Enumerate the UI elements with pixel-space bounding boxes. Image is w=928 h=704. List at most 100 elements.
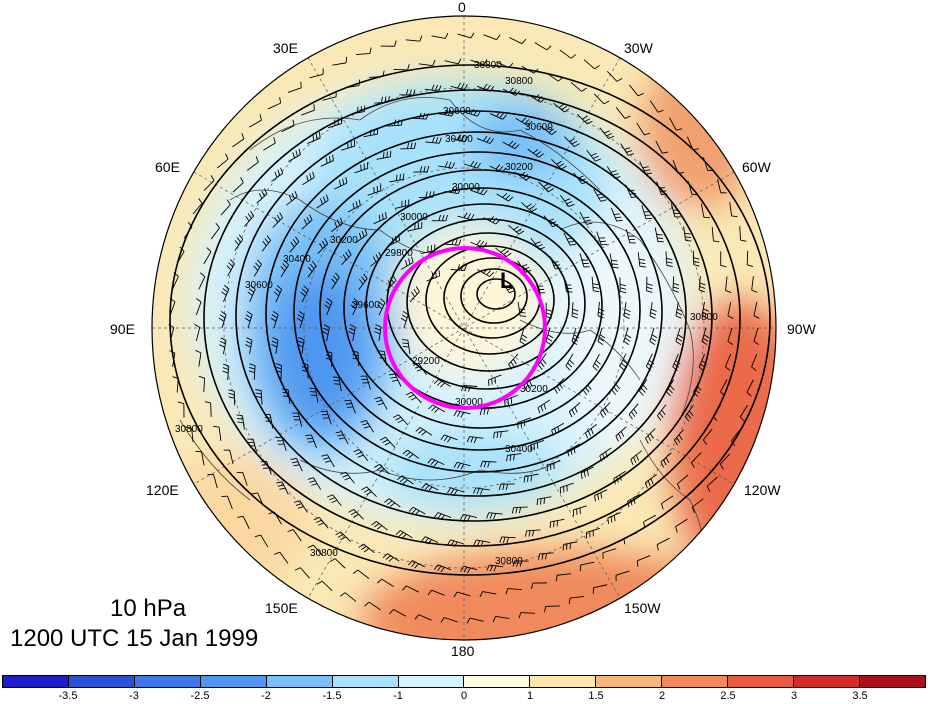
wind-barb-feather (541, 499, 542, 505)
wind-barb-feather (544, 498, 545, 504)
colorbar-tick: 0 (461, 690, 467, 702)
lon-label-150e: 150E (265, 600, 298, 616)
contour-label: 30800 (690, 312, 718, 323)
wind-barb-feather (612, 264, 618, 265)
wind-barb-feather (613, 267, 619, 268)
colorbar-swatch (399, 676, 465, 687)
colorbar-swatch (662, 676, 728, 687)
contour-label: 30800 (310, 548, 338, 559)
colorbar-swatch (69, 676, 135, 687)
lon-label-0: 0 (458, 0, 466, 15)
contour-label: 30600 (245, 280, 273, 291)
wind-barb-feather (263, 468, 269, 469)
lon-label-60e: 60E (155, 159, 180, 175)
colorbar-swatch (530, 676, 596, 687)
contour-label: 30000 (452, 182, 480, 193)
lon-label-180: 180 (451, 643, 474, 659)
wind-barb-feather (396, 175, 397, 181)
wind-barb-feather (314, 104, 315, 110)
contour-label: 29600 (352, 300, 380, 311)
lon-label-60w: 60W (742, 159, 771, 175)
wind-barb-feather (611, 260, 617, 261)
lon-label-30e: 30E (273, 40, 298, 56)
lon-label-120w: 120W (744, 482, 781, 498)
wind-barb-feather (359, 80, 360, 86)
contour-label: 30200 (520, 384, 548, 395)
wind-barb-feather (528, 476, 529, 482)
colorbar-tick: -1 (393, 690, 403, 702)
colorbar-swatch (794, 676, 860, 687)
contour-label: 30600 (443, 106, 471, 117)
contour-label: 30200 (505, 162, 533, 173)
colorbar-tick: -3.5 (59, 690, 78, 702)
lon-label-90w: 90W (787, 321, 816, 337)
wind-barb-feather (334, 384, 340, 385)
wind-barb-feather (345, 400, 351, 401)
lon-label-90e: 90E (110, 321, 135, 337)
colorbar-swatch (596, 676, 662, 687)
colorbar-tick: 3 (791, 690, 797, 702)
wind-barb-feather (403, 174, 404, 180)
contour-label: 30000 (400, 212, 428, 223)
colorbar (2, 675, 926, 688)
colorbar-swatch (728, 676, 794, 687)
contour-label: 29800 (385, 248, 413, 259)
colorbar-swatch (3, 676, 69, 687)
timestamp-caption: 1200 UTC 15 Jan 1999 (10, 625, 258, 653)
colorbar-swatch (333, 676, 399, 687)
colorbar-tick: 3.5 (852, 690, 867, 702)
contour-label: 30600 (525, 122, 553, 133)
colorbar-swatch (135, 676, 201, 687)
lon-label-150w: 150W (624, 600, 661, 616)
wind-barb-feather (565, 285, 571, 286)
contour-label: 30400 (445, 134, 473, 145)
wind-barb-feather (261, 461, 267, 462)
wind-barb-feather (524, 477, 525, 483)
low-pressure-marker: L (500, 268, 513, 293)
wind-barb-feather (311, 395, 317, 396)
wind-barb-feather (659, 188, 665, 189)
wind-barb-feather (334, 380, 340, 381)
wind-barb-feather (566, 292, 572, 293)
lon-label-120e: 120E (146, 482, 179, 498)
wind-barb-feather (537, 499, 538, 505)
contour-label: 29200 (412, 356, 440, 367)
contour-label: 30800 (175, 424, 203, 435)
colorbar-tick: 1 (527, 690, 533, 702)
wind-barb-feather (221, 496, 227, 497)
lon-label-30w: 30W (624, 40, 653, 56)
wind-barb-feather (383, 152, 384, 158)
wind-barb-feather (310, 392, 316, 393)
contour-label: 30200 (330, 235, 358, 246)
colorbar-tick: -2 (261, 690, 271, 702)
wind-barb-feather (387, 151, 388, 157)
wind-barb (211, 403, 212, 417)
contour-label: 30400 (505, 444, 533, 455)
wind-barb-feather (566, 288, 572, 289)
colorbar-swatch (464, 676, 530, 687)
wind-barb-feather (347, 407, 353, 408)
contour-label: 30400 (283, 254, 311, 265)
wind-barb-feather (390, 151, 391, 157)
wind-barb-feather (346, 404, 352, 405)
wind-barb-feather (660, 191, 666, 192)
colorbar-swatch (267, 676, 333, 687)
wind-barb-feather (346, 57, 347, 63)
wind-barb-feather (661, 194, 667, 195)
colorbar-tick: 2.5 (720, 690, 735, 702)
colorbar-tick: 1.5 (588, 690, 603, 702)
wind-barb-feather (531, 475, 532, 481)
colorbar-tick: 2 (659, 690, 665, 702)
colorbar-swatch (860, 676, 925, 687)
contour-label: 30800 (474, 60, 502, 71)
wind-barb-feather (262, 465, 268, 466)
wind-barb-feather (333, 377, 339, 378)
wind-barb-feather (310, 388, 316, 389)
colorbar-swatch (201, 676, 267, 687)
colorbar-tick: -2.5 (191, 690, 210, 702)
contour-label: 30800 (505, 76, 533, 87)
contour-label: 30800 (495, 556, 523, 567)
pressure-level-caption: 10 hPa (110, 595, 186, 623)
wind-barb-feather (400, 174, 401, 180)
colorbar-tick: -3 (129, 690, 139, 702)
